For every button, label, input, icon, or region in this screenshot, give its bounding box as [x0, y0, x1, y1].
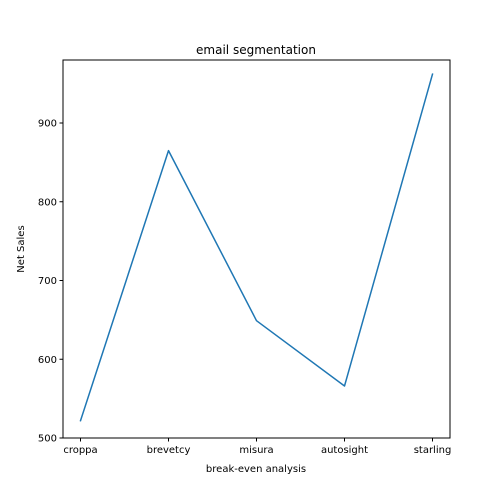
- y-tick-label: 800: [38, 197, 57, 208]
- x-tick-label: croppa: [63, 445, 97, 456]
- x-tick-label: autosight: [321, 445, 368, 456]
- y-tick-label: 500: [38, 434, 57, 445]
- x-axis: croppa brevetcy misura autosight starling: [63, 438, 451, 456]
- x-tick-label: starling: [414, 445, 452, 456]
- x-tick-label: brevetcy: [147, 445, 191, 456]
- x-tick-label: misura: [239, 445, 273, 456]
- y-tick-label: 600: [38, 355, 57, 366]
- y-axis: 500 600 700 800 900: [38, 119, 63, 445]
- series-line: [79, 73, 434, 422]
- plot-frame: [62, 59, 451, 439]
- y-axis-label: Net Sales: [16, 225, 27, 272]
- x-axis-label: break-even analysis: [206, 464, 306, 475]
- series-layer: [79, 73, 434, 422]
- y-tick-label: 700: [38, 276, 57, 287]
- chart-title: email segmentation: [196, 43, 316, 57]
- y-tick-label: 900: [38, 119, 57, 130]
